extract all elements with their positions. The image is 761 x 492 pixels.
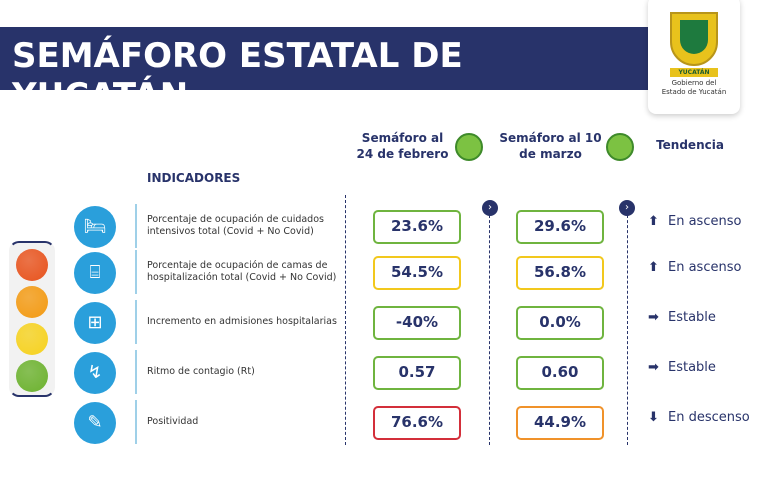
indicator-row: ⊞ Incremento en admisiones hospitalarias… xyxy=(0,300,761,346)
header-col1: Semáforo al 24 de febrero xyxy=(356,131,449,161)
trend-label: Estable xyxy=(668,360,716,375)
chart-icon: ↯ xyxy=(74,352,116,394)
indicator-label: Incremento en admisiones hospitalarias xyxy=(147,316,337,327)
indicator-label: Positividad xyxy=(147,416,199,427)
trend: ⬇ En descenso xyxy=(648,410,750,425)
separator xyxy=(135,400,137,444)
separator xyxy=(135,300,137,344)
trend-label: En ascenso xyxy=(668,260,742,275)
divider xyxy=(489,210,490,445)
traffic-light-yellow xyxy=(16,323,48,355)
header-trend: Tendencia xyxy=(656,138,724,152)
trend: ⬆ En ascenso xyxy=(648,260,741,275)
value-feb24: 0.57 xyxy=(373,356,461,390)
title-banner: SEMÁFORO ESTATAL DE YUCATÁN xyxy=(0,27,650,116)
value-feb24: -40% xyxy=(373,306,461,340)
ambulance-icon: ⊞ xyxy=(74,302,116,344)
separator xyxy=(135,350,137,394)
chevron-right-icon: › xyxy=(482,200,498,216)
indicator-label: Porcentaje de ocupación de cuidados inte… xyxy=(147,214,324,237)
trend-label: Estable xyxy=(668,310,716,325)
indicators-heading: INDICADORES xyxy=(147,171,241,185)
coat-of-arms-icon xyxy=(670,12,718,66)
trend-label: En ascenso xyxy=(668,214,742,229)
chevron-right-icon: › xyxy=(619,200,635,216)
traffic-light xyxy=(9,241,55,397)
indicator-row: ✎ Positividad 76.6% 44.9% ⬇ En descenso xyxy=(0,400,761,446)
value-feb24: 54.5% xyxy=(373,256,461,290)
arrow-right-icon: ➡ xyxy=(648,360,659,375)
indicator-row: ⌸ Porcentaje de ocupación de camas de ho… xyxy=(0,250,761,296)
separator xyxy=(135,250,137,294)
value-feb24: 23.6% xyxy=(373,210,461,244)
logo-text: Gobierno del Estado de Yucatán xyxy=(661,79,727,96)
divider xyxy=(345,195,346,445)
value-mar10: 56.8% xyxy=(516,256,604,290)
value-mar10: 44.9% xyxy=(516,406,604,440)
government-logo: YUCATÁN Gobierno del Estado de Yucatán xyxy=(648,0,740,114)
trend: ➡ Estable xyxy=(648,360,716,375)
status-dot-col2 xyxy=(606,133,634,161)
value-feb24: 76.6% xyxy=(373,406,461,440)
test-swab-icon: ✎ xyxy=(74,402,116,444)
indicator-row: ↯ Ritmo de contagio (Rt) 0.57 0.60 ➡ Esta… xyxy=(0,350,761,396)
arrow-up-icon: ⬆ xyxy=(648,260,659,275)
trend-label: En descenso xyxy=(668,410,750,425)
status-dot-col1 xyxy=(455,133,483,161)
divider xyxy=(627,210,628,445)
value-mar10: 0.60 xyxy=(516,356,604,390)
page-title: SEMÁFORO ESTATAL DE YUCATÁN xyxy=(12,36,463,116)
indicator-label: Ritmo de contagio (Rt) xyxy=(147,366,255,377)
indicator-label: Porcentaje de ocupación de camas de hosp… xyxy=(147,260,337,283)
arrow-right-icon: ➡ xyxy=(648,310,659,325)
trend: ⬆ En ascenso xyxy=(648,214,741,229)
logo-ribbon: YUCATÁN xyxy=(670,68,718,77)
arrow-up-icon: ⬆ xyxy=(648,214,659,229)
header-col2: Semáforo al 10 de marzo xyxy=(499,131,602,161)
arrow-down-icon: ⬇ xyxy=(648,410,659,425)
traffic-light-orange xyxy=(16,286,48,318)
indicator-row: 🛏 Porcentaje de ocupación de cuidados in… xyxy=(0,204,761,250)
value-mar10: 29.6% xyxy=(516,210,604,244)
icu-bed-icon: 🛏 xyxy=(74,206,116,248)
traffic-light-green xyxy=(16,360,48,392)
hospital-bed-icon: ⌸ xyxy=(74,252,116,294)
value-mar10: 0.0% xyxy=(516,306,604,340)
trend: ➡ Estable xyxy=(648,310,716,325)
separator xyxy=(135,204,137,248)
traffic-light-red xyxy=(16,249,48,281)
